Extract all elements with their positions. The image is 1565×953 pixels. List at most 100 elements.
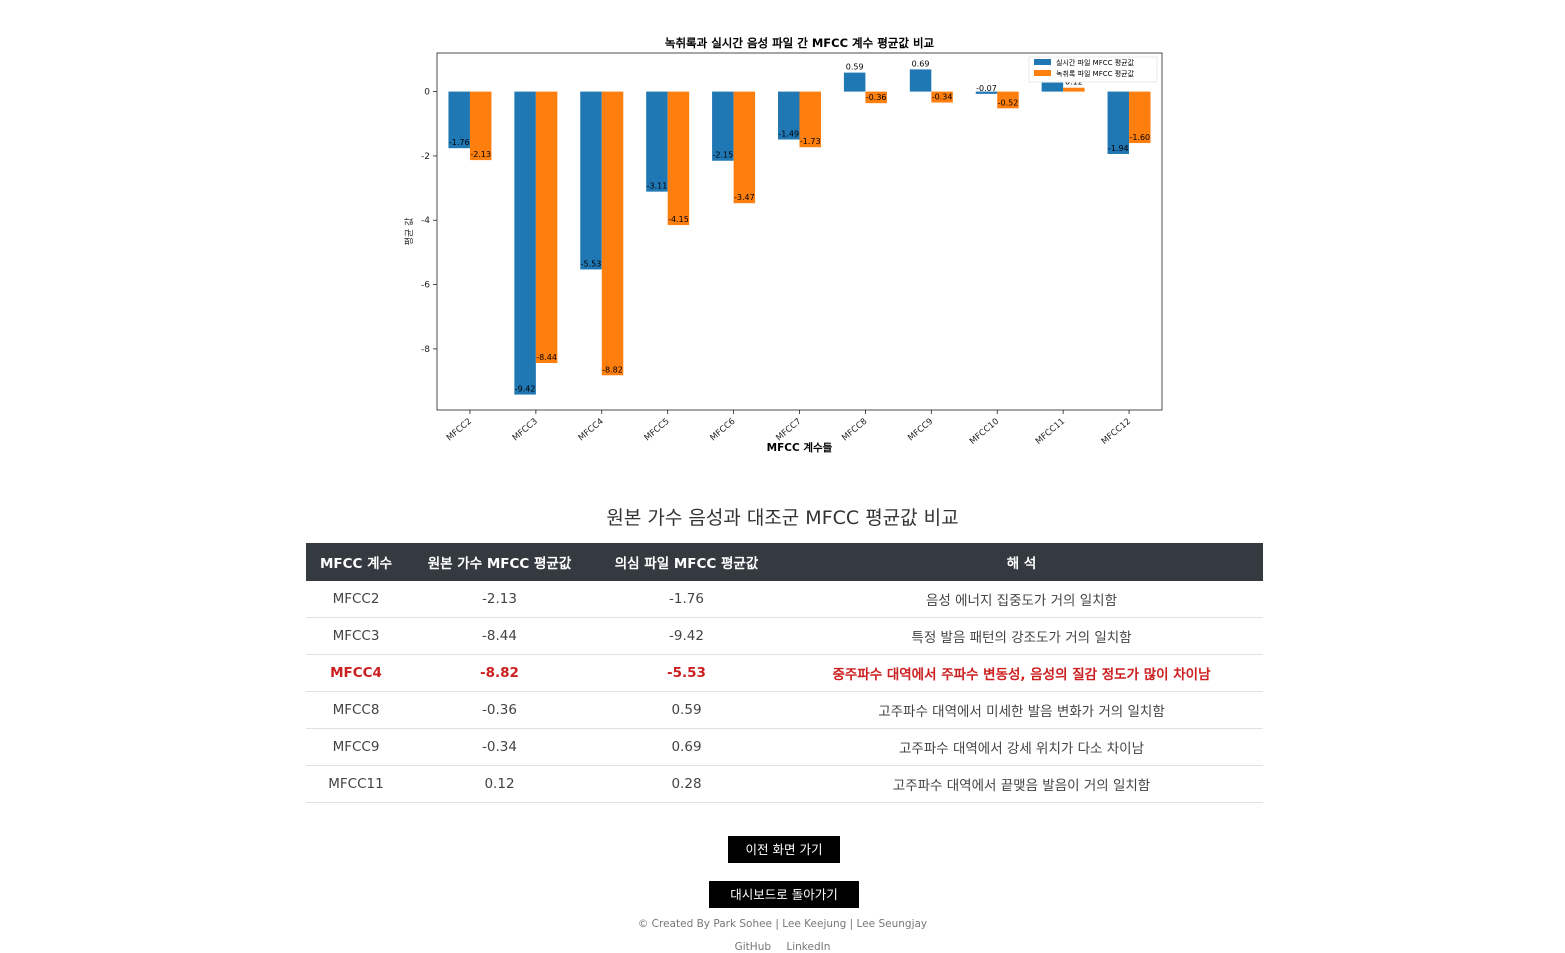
legend-swatch [1034, 70, 1051, 76]
cell-original: -8.44 [406, 617, 593, 655]
header-interpretation: 해 석 [780, 543, 1263, 581]
x-tick-label: MFCC5 [643, 417, 672, 444]
cell-coef: MFCC11 [306, 765, 406, 803]
cell-coef: MFCC4 [306, 654, 406, 692]
section-title: 원본 가수 음성과 대조군 MFCC 평균값 비교 [606, 507, 959, 529]
bar-value-label: -0.07 [976, 84, 997, 93]
table-row: MFCC9 -0.34 0.69 고주파수 대역에서 강세 위치가 다소 차이남 [306, 728, 1263, 766]
bar-realtime [580, 91, 602, 270]
x-tick-label: MFCC9 [906, 417, 935, 444]
bar-realtime [646, 91, 668, 192]
header-mfcc-coef: MFCC 계수 [306, 543, 406, 581]
cell-suspect: 0.28 [593, 765, 780, 803]
bar-value-label: -1.73 [800, 137, 821, 146]
chart-title: 녹취록과 실시간 음성 파일 간 MFCC 계수 평균값 비교 [665, 36, 935, 50]
bar-value-label: -2.15 [712, 151, 733, 160]
cell-original: 0.12 [406, 765, 593, 803]
previous-screen-button[interactable]: 이전 화면 가기 [728, 836, 840, 863]
bar-recording [667, 91, 690, 226]
bar-recording [931, 91, 953, 103]
bar-value-label: -1.60 [1129, 133, 1150, 142]
footer-credit: © Created By Park Sohee | Lee Keejung | … [637, 918, 928, 930]
bar-realtime [712, 91, 734, 161]
bar-value-label: -0.36 [866, 93, 887, 102]
linkedin-link[interactable]: LinkedIn [786, 941, 831, 953]
bar-realtime [514, 91, 536, 395]
x-tick-label: MFCC8 [840, 417, 869, 444]
cell-suspect: -9.42 [593, 617, 780, 655]
x-tick-label: MFCC7 [774, 417, 803, 444]
cell-coef: MFCC9 [306, 728, 406, 766]
cell-coef: MFCC3 [306, 617, 406, 655]
chart-svg: 녹취록과 실시간 음성 파일 간 MFCC 계수 평균값 비교 0 -2 -4 -6 -8… [403, 36, 1163, 454]
bar-value-label: -1.94 [1108, 144, 1129, 153]
mfcc-bar-chart: 녹취록과 실시간 음성 파일 간 MFCC 계수 평균값 비교 0 -2 -4 -6 -8… [400, 30, 1180, 460]
y-tick-label: -6 [421, 281, 430, 291]
comparison-table: MFCC 계수 원본 가수 MFCC 평균값 의심 파일 MFCC 평균값 해 … [306, 543, 1263, 803]
bar-value-label: -5.53 [581, 259, 602, 268]
bar-value-label: -0.52 [998, 98, 1019, 107]
y-axis-label: 평균 값 [403, 218, 415, 246]
bar-value-label: 0.69 [912, 59, 930, 68]
x-tick-label: MFCC3 [511, 417, 540, 444]
bar-recording [535, 91, 558, 364]
cell-coef: MFCC8 [306, 691, 406, 729]
table-row: MFCC3 -8.44 -9.42 특정 발음 패턴의 강조도가 거의 일치함 [306, 617, 1263, 655]
header-suspect-mean: 의심 파일 MFCC 평균값 [593, 543, 780, 581]
cell-note: 특정 발음 패턴의 강조도가 거의 일치함 [780, 617, 1263, 655]
bar-recording [865, 91, 887, 104]
bar-value-label: -9.42 [515, 385, 536, 394]
legend-label: 녹취록 파일 MFCC 평균값 [1056, 69, 1135, 78]
back-to-dashboard-button[interactable]: 대시보드로 돌아가기 [709, 881, 859, 908]
footer-links: GitHub LinkedIn [0, 941, 1565, 953]
bar-value-label: -3.11 [647, 182, 668, 191]
bar-recording [1063, 87, 1085, 92]
cell-note: 고주파수 대역에서 끝맺음 발음이 거의 일치함 [780, 765, 1263, 803]
x-tick-label: MFCC12 [1100, 417, 1133, 447]
cell-note: 음성 에너지 집중도가 거의 일치함 [780, 581, 1263, 618]
bar-value-label: -1.49 [778, 130, 799, 139]
x-tick-label: MFCC4 [577, 417, 606, 444]
bar-recording [997, 91, 1019, 109]
table-row-highlighted: MFCC4 -8.82 -5.53 중주파수 대역에서 주파수 변동성, 음성의… [306, 654, 1263, 692]
bar-recording [733, 91, 756, 204]
cell-original: -0.34 [406, 728, 593, 766]
y-tick-label: -4 [421, 216, 430, 226]
table-row: MFCC11 0.12 0.28 고주파수 대역에서 끝맺음 발음이 거의 일치… [306, 765, 1263, 803]
bar-recording [469, 91, 492, 161]
bar-realtime [1041, 82, 1064, 92]
bar-recording [601, 91, 624, 376]
github-link[interactable]: GitHub [734, 941, 772, 953]
x-tick-label: MFCC11 [1034, 417, 1067, 447]
cell-suspect: -5.53 [593, 654, 780, 692]
y-tick-label: 0 [424, 88, 430, 98]
bar-value-label: -3.47 [734, 193, 755, 202]
bar-realtime [1107, 91, 1130, 154]
x-tick-label: MFCC2 [445, 417, 474, 444]
cell-suspect: 0.59 [593, 691, 780, 729]
x-axis-label: MFCC 계수들 [767, 441, 833, 454]
cell-original: -8.82 [406, 654, 593, 692]
cell-note: 중주파수 대역에서 주파수 변동성, 음성의 질감 정도가 많이 차이남 [780, 654, 1263, 692]
cell-note: 고주파수 대역에서 미세한 발음 변화가 거의 일치함 [780, 691, 1263, 729]
bar-realtime [843, 72, 866, 92]
cell-coef: MFCC2 [306, 581, 406, 618]
bar-value-label: -8.82 [602, 365, 623, 374]
bar-realtime [448, 91, 470, 149]
header-original-mean: 원본 가수 MFCC 평균값 [406, 543, 593, 581]
legend-label: 실시간 파일 MFCC 평균값 [1056, 58, 1135, 67]
y-tick-label: -2 [421, 152, 430, 162]
bar-realtime [778, 91, 800, 140]
legend-swatch [1034, 59, 1051, 65]
bar-value-label: -0.34 [932, 93, 953, 102]
bar-realtime [975, 91, 998, 94]
table-row: MFCC8 -0.36 0.59 고주파수 대역에서 미세한 발음 변화가 거의… [306, 691, 1263, 729]
bar-value-label: -1.76 [449, 138, 470, 147]
x-tick-label: MFCC6 [708, 417, 737, 444]
bar-realtime [909, 69, 932, 92]
bar-value-label: -8.44 [536, 353, 557, 362]
cell-suspect: 0.69 [593, 728, 780, 766]
bar-value-label: -2.13 [470, 150, 491, 159]
bar-recording [1129, 91, 1151, 144]
table-header-row: MFCC 계수 원본 가수 MFCC 평균값 의심 파일 MFCC 평균값 해 … [306, 543, 1263, 581]
